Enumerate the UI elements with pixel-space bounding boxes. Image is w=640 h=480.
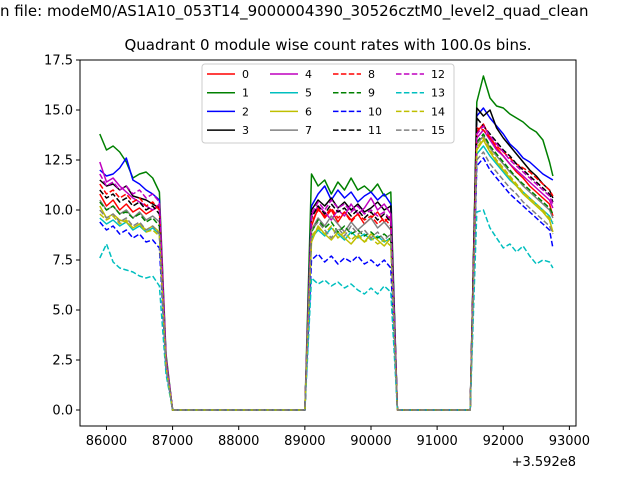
series-line-3 xyxy=(99,107,554,411)
legend-label-5: 5 xyxy=(305,87,312,100)
legend-label-9: 9 xyxy=(368,87,375,100)
y-tick-label: 7.5 xyxy=(52,254,73,269)
x-tick-label: 90000 xyxy=(350,434,391,449)
legend-label-6: 6 xyxy=(305,105,312,118)
legend-label-0: 0 xyxy=(242,68,249,81)
legend-label-1: 1 xyxy=(242,87,249,100)
legend-label-14: 14 xyxy=(431,105,445,118)
series-line-10 xyxy=(99,157,554,411)
x-tick-label: 91000 xyxy=(416,434,457,449)
y-tick-label: 5.0 xyxy=(52,304,73,319)
legend-label-4: 4 xyxy=(305,68,312,81)
series-line-13 xyxy=(99,209,554,411)
series-lines xyxy=(99,75,554,411)
x-tick-label: 92000 xyxy=(483,434,524,449)
x-tick-label: 87000 xyxy=(152,434,193,449)
legend-label-12: 12 xyxy=(431,68,445,81)
legend-label-15: 15 xyxy=(431,124,445,137)
series-line-15 xyxy=(99,151,554,411)
x-tick-label: 88000 xyxy=(218,434,259,449)
series-line-14 xyxy=(99,137,554,411)
series-line-9 xyxy=(99,133,554,411)
y-tick-label: 10.0 xyxy=(44,204,73,219)
legend-label-11: 11 xyxy=(368,124,382,137)
legend-box xyxy=(201,63,455,144)
axes: 86000 87000 88000 89000 90000 91000 92000 93000… xyxy=(44,54,590,450)
legend-label-10: 10 xyxy=(368,105,382,118)
series-line-1 xyxy=(99,75,554,411)
figure-suptitle: n file: modeM0/AS1A10_053T14_9000004390_… xyxy=(0,2,589,21)
legend-label-13: 13 xyxy=(431,87,445,100)
y-tick-label: 2.5 xyxy=(52,354,73,369)
legend-label-2: 2 xyxy=(242,105,249,118)
x-tick-label: 93000 xyxy=(549,434,590,449)
legend-label-8: 8 xyxy=(368,68,375,81)
series-line-11 xyxy=(99,117,554,411)
x-offset-label: +3.592e8 xyxy=(512,455,576,470)
x-tick-label: 86000 xyxy=(86,434,127,449)
y-tick-label: 17.5 xyxy=(44,54,73,69)
y-tick-label: 0.0 xyxy=(52,404,73,419)
series-line-12 xyxy=(99,125,554,411)
legend-label-7: 7 xyxy=(305,124,312,137)
series-line-7 xyxy=(99,135,554,411)
y-tick-label: 12.5 xyxy=(44,154,73,169)
x-tick-label: 89000 xyxy=(284,434,325,449)
y-tick-label: 15.0 xyxy=(44,104,73,119)
series-line-8 xyxy=(99,127,554,411)
legend-label-3: 3 xyxy=(242,124,249,137)
series-line-2 xyxy=(99,107,554,411)
axes-frame xyxy=(79,59,577,427)
chart-title: Quadrant 0 module wise count rates with … xyxy=(124,36,531,54)
plot-area xyxy=(99,75,554,411)
